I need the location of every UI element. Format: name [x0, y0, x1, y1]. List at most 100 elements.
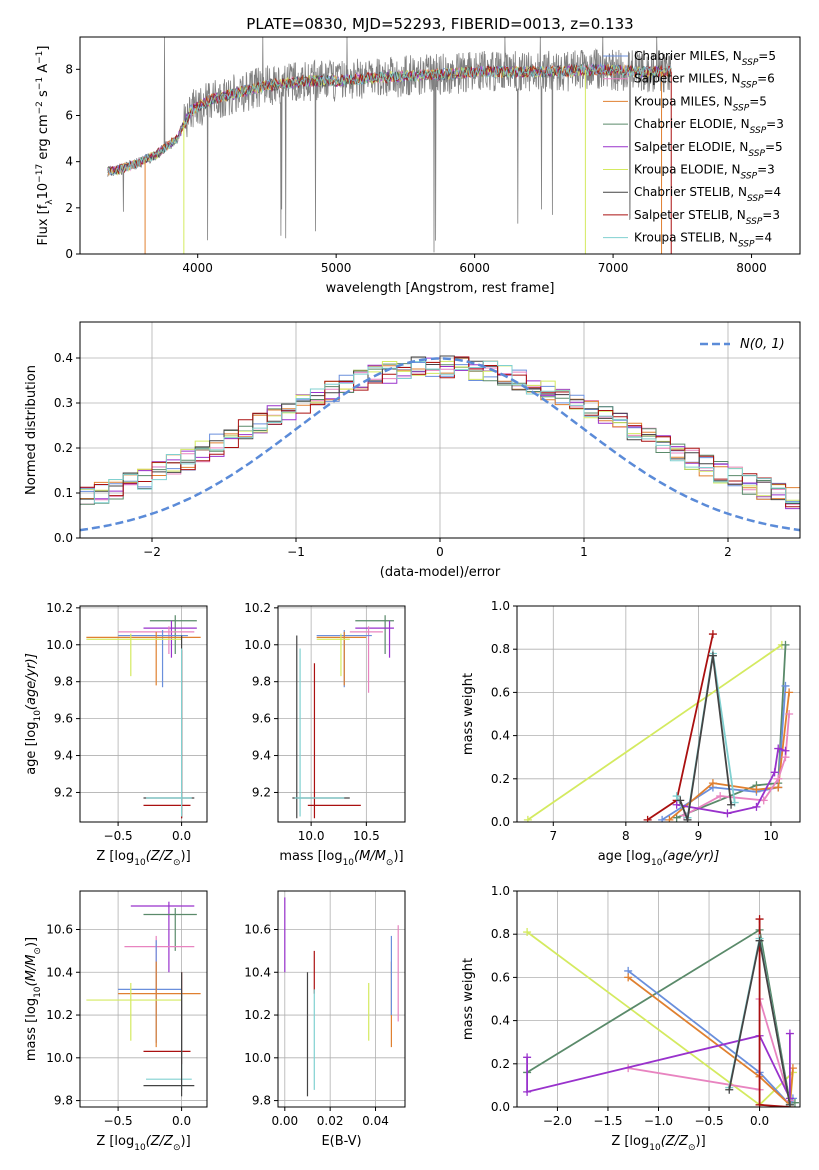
- weight-marker: [672, 800, 681, 809]
- y-tick-label: 10.0: [46, 1051, 73, 1065]
- plot-area: [86, 901, 201, 1097]
- x-axis-label: Z [log10(Z/Z⊙)]: [96, 1134, 190, 1153]
- weight-marker: [672, 813, 681, 822]
- weight-marker: [785, 1100, 794, 1107]
- weight-marker: [781, 640, 790, 649]
- weight-marker: [759, 796, 768, 805]
- y-tick-label: 10.0: [244, 1051, 271, 1065]
- plot-area: [284, 897, 399, 1097]
- weight-marker: [523, 815, 532, 822]
- plot-area: [292, 615, 394, 819]
- plot-area: [107, 37, 672, 254]
- x-tick-label: 0.00: [271, 1114, 298, 1128]
- axes-frame: [516, 605, 801, 823]
- mass-vs-ebv-panel: 0.00 0.02 0.04 9.8 10.0 10.2 10.4 10.6 E(B-V): [244, 890, 406, 1149]
- x-tick-label: 2: [724, 545, 732, 559]
- x-tick-label: 0.0: [172, 829, 191, 843]
- residual-histogram: [80, 355, 800, 504]
- y-tick-label: 2: [65, 201, 73, 215]
- axes-frame: [79, 890, 208, 1108]
- x-tick-label: 0.0: [750, 1114, 769, 1128]
- weight-marker: [752, 802, 761, 811]
- weight-marker: [643, 815, 652, 822]
- weight-marker: [781, 681, 790, 690]
- x-tick-label: 7000: [598, 261, 629, 275]
- weight-marker: [785, 1029, 794, 1038]
- residual-histogram: [80, 360, 800, 504]
- x-tick-label: −1.5: [593, 1114, 622, 1128]
- y-tick-label: 0.4: [491, 729, 510, 743]
- weight-series: [676, 644, 787, 819]
- figure-title: PLATE=0830, MJD=52293, FIBERID=0013, z=0…: [246, 15, 633, 33]
- x-tick-label: −1.0: [644, 1114, 673, 1128]
- age-vs-mass-panel: 10.0 10.5 9.2 9.4 9.6 9.8 10.0 10.2 mass [log10(…: [244, 601, 406, 868]
- x-tick-label: 10.5: [353, 829, 380, 843]
- y-tick-label: 1.0: [491, 599, 510, 613]
- x-tick-label: 0.0: [172, 1114, 191, 1128]
- weight-marker: [708, 630, 717, 639]
- model-spectrum: [107, 63, 672, 175]
- weight-marker: [676, 796, 685, 805]
- axes-frame: [79, 36, 801, 255]
- x-tick-label: −0.5: [694, 1114, 723, 1128]
- weight-marker: [774, 744, 783, 753]
- x-tick-label: 9: [695, 829, 703, 843]
- y-tick-label: 0.2: [54, 441, 73, 455]
- weight-marker: [755, 936, 764, 945]
- weight-marker: [774, 774, 783, 783]
- y-tick-label: 0.2: [491, 772, 510, 786]
- y-tick-label: 9.6: [54, 712, 73, 726]
- weight-series: [683, 713, 790, 817]
- weight-marker: [755, 1100, 764, 1107]
- y-tick-label: 10.4: [46, 965, 73, 979]
- y-axis-label: mass weight: [461, 673, 476, 755]
- x-tick-label: 8: [622, 829, 630, 843]
- weight-marker: [781, 746, 790, 755]
- x-tick-label: 6000: [459, 261, 490, 275]
- y-tick-label: 10.2: [244, 1008, 271, 1022]
- y-tick-label: 0.0: [54, 531, 73, 545]
- weight-series: [679, 655, 732, 822]
- weight-marker: [683, 815, 692, 822]
- y-tick-label: 0.8: [491, 927, 510, 941]
- y-tick-label: 9.4: [252, 749, 271, 763]
- weight-marker: [774, 783, 783, 792]
- legend-entry: Chabrier MILES, NSSP=5: [634, 49, 776, 68]
- weight-series: [527, 644, 783, 821]
- x-tick-label: −0.5: [104, 829, 133, 843]
- axes-frame: [277, 605, 406, 823]
- weight-marker: [725, 1085, 734, 1094]
- y-tick-label: 0.6: [491, 685, 510, 699]
- axes-frame: [79, 605, 208, 823]
- y-tick-label: 9.8: [54, 1094, 73, 1108]
- weight-vs-metallicity-panel: −2.0 −1.5 −1.0 −0.5 0.0 0.0 0.2 0.4 0.6 0.8 1.0 Z […: [461, 884, 801, 1153]
- y-tick-label: 8: [65, 62, 73, 76]
- plot-area: [86, 615, 201, 819]
- plot-area: [523, 915, 799, 1107]
- y-tick-label: 10.6: [46, 922, 73, 936]
- x-tick-label: 10.0: [298, 829, 325, 843]
- weight-series: [627, 976, 794, 1107]
- y-tick-label: 9.2: [252, 785, 271, 799]
- x-axis-label: (data-model)/error: [380, 565, 501, 580]
- y-tick-label: 1.0: [491, 884, 510, 898]
- y-tick-label: 0.4: [491, 1014, 510, 1028]
- model-spectrum: [107, 64, 672, 176]
- y-axis-label: age [log10(age/yr)]: [24, 653, 43, 775]
- x-tick-label: 7: [549, 829, 557, 843]
- y-axis-label: mass [log10(M/M⊙)]: [24, 937, 43, 1061]
- weight-marker: [708, 651, 717, 660]
- y-tick-label: 10.6: [244, 922, 271, 936]
- legend-entry: Chabrier ELODIE, NSSP=3: [634, 117, 784, 136]
- y-axis-label: Normed distribution: [24, 365, 39, 495]
- y-axis-label: Flux [fλ10−17 erg cm−2 s−1 A−1]: [35, 46, 55, 246]
- y-axis-label: mass weight: [461, 958, 476, 1040]
- y-tick-label: 10.2: [46, 601, 73, 615]
- y-tick-label: 0.2: [491, 1057, 510, 1071]
- normal-curve: [80, 357, 800, 532]
- x-tick-label: 5000: [321, 261, 352, 275]
- y-tick-label: 4: [65, 155, 73, 169]
- y-tick-label: 10.0: [46, 638, 73, 652]
- x-tick-label: −2.0: [543, 1114, 572, 1128]
